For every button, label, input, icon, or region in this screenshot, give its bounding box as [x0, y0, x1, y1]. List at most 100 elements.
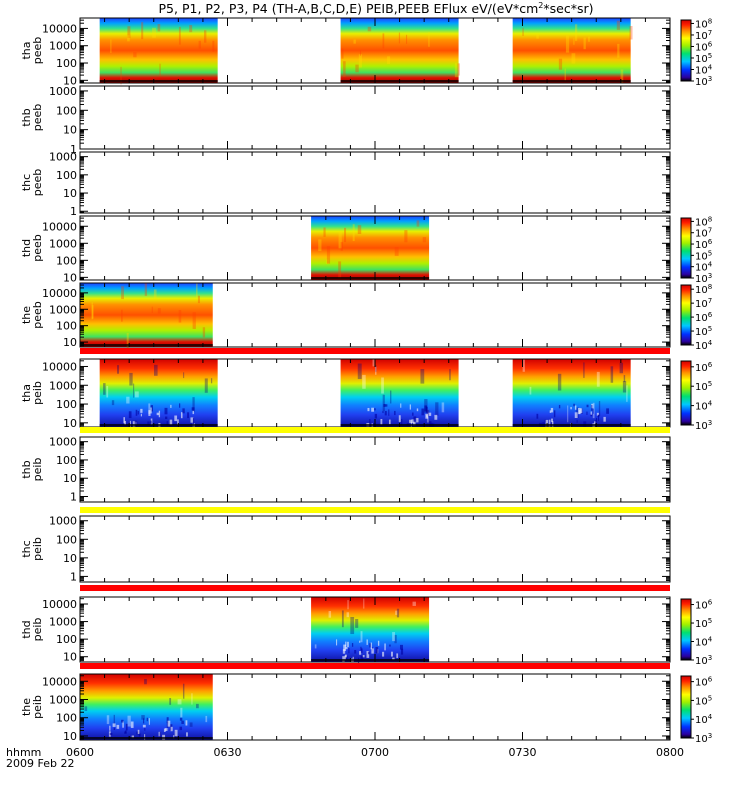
colorbar [680, 217, 692, 279]
ytick-label: 100 [56, 320, 77, 333]
texture-1-13 [353, 39, 356, 44]
panel-label: peeb [31, 104, 44, 132]
panel-label: peeb [31, 301, 44, 329]
texture-2-13 [610, 366, 614, 383]
ion-speck-1-33 [428, 412, 432, 416]
ion-speck-0-22 [174, 729, 178, 737]
texture-2-12 [536, 34, 539, 39]
texture-0-10 [326, 246, 331, 264]
ion-speck-0-11 [400, 648, 404, 655]
ion-speck-2-4 [544, 419, 547, 423]
texture-1-13 [362, 374, 366, 389]
ion-speck-0-38 [389, 644, 391, 647]
texture-1-8 [420, 369, 425, 384]
ion-speck-2-11 [550, 407, 554, 413]
ytick-label: 10 [63, 417, 77, 430]
texture-0-8 [412, 601, 416, 606]
data-block-0 [80, 283, 213, 347]
ion-speck-2-26 [598, 414, 600, 422]
colorbar-label: 106 [695, 311, 713, 324]
texture-1-10 [398, 32, 401, 44]
texture-1-1 [372, 359, 376, 367]
texture-1-2 [382, 394, 385, 412]
data-block-2 [512, 18, 631, 83]
ion-speck-1-31 [388, 409, 390, 416]
colorbar [680, 360, 692, 426]
texture-1-4 [390, 390, 392, 404]
texture-0-6 [326, 259, 330, 264]
ion-speck-1-9 [382, 410, 384, 414]
ion-speck-0-33 [121, 719, 124, 723]
ion-speck-0-16 [396, 653, 399, 659]
ion-speck-0-2 [366, 650, 370, 658]
ytick-label: 10 [63, 651, 77, 664]
texture-2-1 [588, 36, 590, 42]
ytick-label: 10 [63, 552, 77, 565]
ytick-label: 100 [56, 104, 77, 117]
ytick-label: 100 [56, 533, 77, 546]
ion-speck-2-8 [603, 416, 606, 422]
texture-0-10 [127, 715, 131, 727]
ion-speck-0-29 [359, 640, 361, 643]
texture-0-0 [314, 644, 317, 649]
ion-speck-0-37 [134, 420, 138, 427]
texture-1-7 [358, 54, 362, 68]
ion-speck-0-32 [192, 423, 194, 429]
ion-speck-1-8 [412, 412, 414, 416]
xtick-label: 0730 [509, 746, 537, 759]
ion-speck-0-21 [392, 657, 395, 661]
panel-label: peib [31, 537, 44, 561]
ion-speck-0-28 [140, 413, 142, 417]
ion-speck-0-17 [113, 727, 116, 731]
ion-speck-0-8 [125, 723, 128, 731]
colorbar-label: 105 [695, 52, 712, 65]
ion-speck-2-36 [606, 408, 610, 414]
texture-1-11 [382, 33, 385, 49]
quality-bar [80, 663, 670, 669]
texture-0-3 [346, 612, 350, 618]
texture-1-5 [457, 63, 460, 76]
texture-0-4 [120, 66, 122, 85]
ion-speck-0-1 [150, 405, 153, 412]
quality-bar [80, 427, 670, 433]
texture-0-6 [204, 378, 208, 393]
panel-label: peib [31, 381, 44, 405]
ytick-label: 1 [70, 143, 77, 156]
texture-0-5 [323, 227, 326, 237]
texture-2-7 [620, 69, 624, 83]
ion-speck-0-34 [144, 727, 146, 731]
texture-0-3 [340, 242, 343, 251]
panel-label: peib [31, 458, 44, 482]
ion-speck-0-27 [158, 410, 161, 418]
ion-speck-2-18 [591, 404, 593, 411]
texture-0-7 [363, 598, 365, 609]
texture-0-10 [360, 631, 363, 643]
ion-speck-1-11 [415, 418, 419, 423]
texture-0-5 [152, 27, 156, 38]
texture-0-11 [144, 678, 147, 685]
colorbar-label: 104 [695, 261, 713, 274]
texture-0-7 [127, 35, 130, 42]
texture-0-7 [121, 309, 123, 322]
texture-0-5 [205, 715, 208, 723]
ion-speck-0-25 [144, 734, 146, 741]
texture-0-0 [338, 231, 342, 249]
ion-speck-0-4 [360, 646, 362, 651]
ytick-label: 1 [70, 570, 77, 583]
texture-2-9 [558, 58, 563, 70]
colorbar-label: 107 [695, 227, 712, 240]
panel-label: thd [20, 239, 33, 257]
texture-0-12 [191, 693, 193, 705]
ion-speck-0-28 [137, 729, 140, 734]
ytick-label: 10000 [42, 287, 77, 300]
ion-speck-1-12 [429, 421, 432, 427]
ion-speck-0-18 [345, 655, 348, 659]
ion-speck-2-13 [536, 413, 539, 419]
ion-speck-0-17 [348, 648, 350, 654]
texture-0-13 [192, 397, 195, 412]
ion-speck-0-5 [164, 728, 168, 731]
ion-speck-0-19 [180, 412, 183, 419]
texture-0-8 [153, 364, 158, 376]
